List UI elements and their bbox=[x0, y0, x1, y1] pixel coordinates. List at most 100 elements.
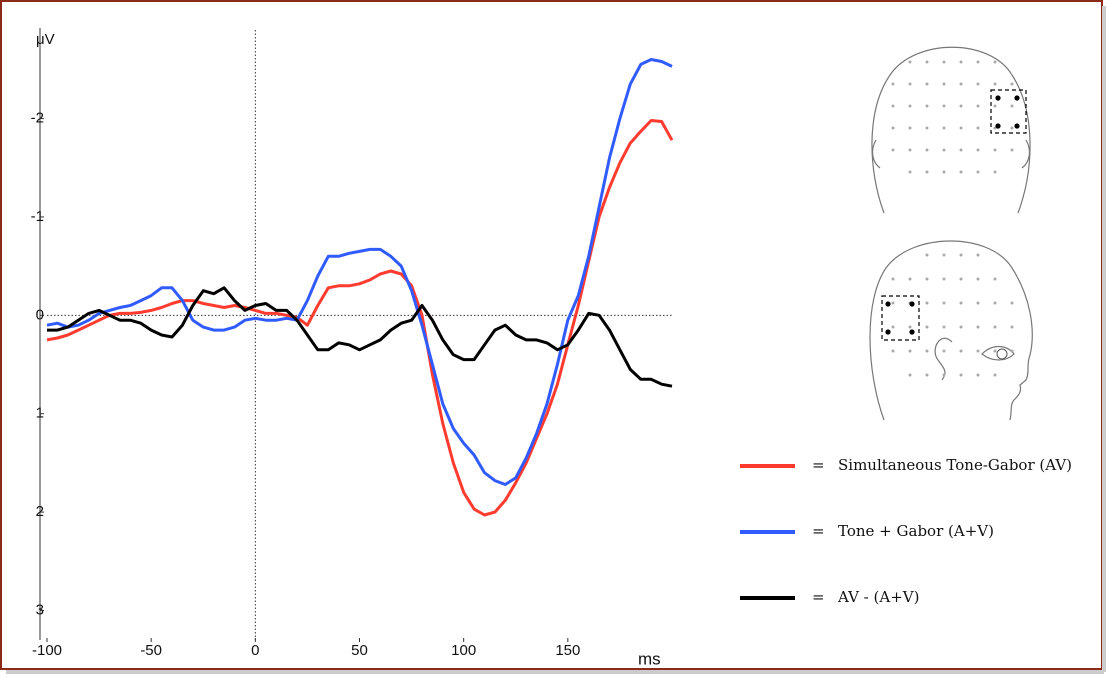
electrode bbox=[1010, 301, 1014, 305]
electrode bbox=[942, 60, 946, 64]
legend-separator: = bbox=[812, 588, 825, 606]
electrode bbox=[942, 277, 946, 281]
electrode bbox=[925, 104, 929, 108]
electrode bbox=[908, 349, 912, 353]
electrode bbox=[993, 148, 997, 152]
electrode bbox=[1010, 349, 1014, 353]
electrode bbox=[993, 325, 997, 329]
legend-label: Tone + Gabor (A+V) bbox=[838, 522, 994, 540]
electrode bbox=[908, 373, 912, 377]
electrode bbox=[942, 301, 946, 305]
x-tick-label: 100 bbox=[451, 642, 476, 659]
electrode bbox=[1010, 148, 1014, 152]
series-line bbox=[46, 58, 673, 486]
x-tick-label: 150 bbox=[555, 642, 580, 659]
electrode bbox=[908, 277, 912, 281]
y-tick-label: 3 bbox=[36, 601, 44, 618]
electrode bbox=[908, 325, 912, 329]
y-tick-label: 1 bbox=[36, 405, 44, 422]
electrode bbox=[993, 82, 997, 86]
electrode bbox=[942, 148, 946, 152]
legend: = Simultaneous Tone-Gabor (AV) = Tone + Gab… bbox=[740, 456, 1072, 606]
electrode bbox=[942, 126, 946, 130]
electrode bbox=[959, 253, 963, 257]
legend-label: AV - (A+V) bbox=[837, 588, 919, 606]
electrode bbox=[942, 253, 946, 257]
electrode bbox=[959, 148, 963, 152]
electrode bbox=[891, 277, 895, 281]
electrode bbox=[976, 104, 980, 108]
series-line bbox=[46, 119, 674, 517]
y-tick-label: -2 bbox=[31, 110, 44, 127]
electrode bbox=[1010, 325, 1014, 329]
legend-separator: = bbox=[812, 456, 825, 474]
x-axis-label: ms bbox=[638, 649, 661, 668]
electrode bbox=[908, 82, 912, 86]
electrode bbox=[993, 301, 997, 305]
electrode bbox=[925, 325, 929, 329]
y-tick-label: -1 bbox=[31, 208, 44, 225]
electrode bbox=[925, 82, 929, 86]
electrode bbox=[993, 104, 997, 108]
electrode bbox=[891, 148, 895, 152]
electrode bbox=[908, 126, 912, 130]
electrode bbox=[1010, 82, 1014, 86]
electrode bbox=[925, 148, 929, 152]
electrode bbox=[959, 373, 963, 377]
electrode bbox=[908, 60, 912, 64]
electrode bbox=[908, 170, 912, 174]
electrode bbox=[959, 325, 963, 329]
y-tick-label: 0 bbox=[36, 306, 44, 323]
y-axis-label: μV bbox=[36, 31, 55, 48]
electrode bbox=[959, 349, 963, 353]
electrode bbox=[908, 148, 912, 152]
electrode bbox=[908, 104, 912, 108]
electrode bbox=[959, 170, 963, 174]
electrode bbox=[976, 373, 980, 377]
electrode bbox=[959, 277, 963, 281]
x-tick-label: 50 bbox=[351, 642, 368, 659]
electrode bbox=[891, 325, 895, 329]
electrode bbox=[976, 60, 980, 64]
electrode bbox=[942, 82, 946, 86]
electrode bbox=[942, 373, 946, 377]
electrode bbox=[925, 60, 929, 64]
electrode bbox=[993, 170, 997, 174]
legend-separator: = bbox=[812, 522, 825, 540]
electrode bbox=[925, 301, 929, 305]
electrode bbox=[993, 349, 997, 353]
electrode bbox=[959, 60, 963, 64]
electrode bbox=[925, 170, 929, 174]
electrode bbox=[1010, 126, 1014, 130]
electrode bbox=[942, 170, 946, 174]
electrode bbox=[942, 325, 946, 329]
electrode bbox=[891, 301, 895, 305]
electrode bbox=[976, 277, 980, 281]
electrode bbox=[959, 104, 963, 108]
electrode bbox=[959, 126, 963, 130]
electrode bbox=[976, 126, 980, 130]
electrode bbox=[976, 170, 980, 174]
electrode bbox=[925, 373, 929, 377]
electrode bbox=[942, 349, 946, 353]
x-tick-label: 0 bbox=[251, 642, 259, 659]
electrode bbox=[891, 82, 895, 86]
electrode bbox=[976, 148, 980, 152]
electrode bbox=[993, 60, 997, 64]
electrode bbox=[976, 349, 980, 353]
electrode bbox=[891, 104, 895, 108]
electrode bbox=[925, 253, 929, 257]
electrode bbox=[993, 373, 997, 377]
head-back bbox=[871, 46, 1031, 214]
electrode bbox=[942, 104, 946, 108]
y-tick-label: 2 bbox=[36, 503, 44, 520]
electrode bbox=[959, 82, 963, 86]
series-line bbox=[47, 286, 673, 388]
electrode bbox=[993, 277, 997, 281]
electrode bbox=[959, 301, 963, 305]
electrode bbox=[925, 126, 929, 130]
electrode bbox=[976, 253, 980, 257]
legend-label: Simultaneous Tone-Gabor (AV) bbox=[838, 456, 1072, 474]
electrode bbox=[925, 349, 929, 353]
